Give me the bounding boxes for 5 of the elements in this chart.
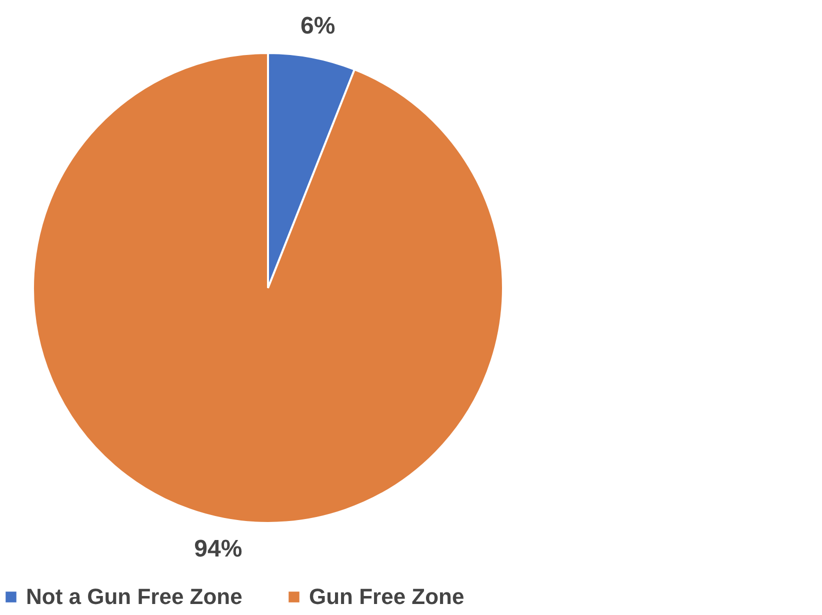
legend-label: Not a Gun Free Zone: [26, 584, 242, 609]
data-label: 94%: [194, 535, 242, 562]
legend-label: Gun Free Zone: [309, 584, 464, 609]
pie-slice: [32, 52, 504, 524]
data-label: 6%: [300, 12, 336, 40]
